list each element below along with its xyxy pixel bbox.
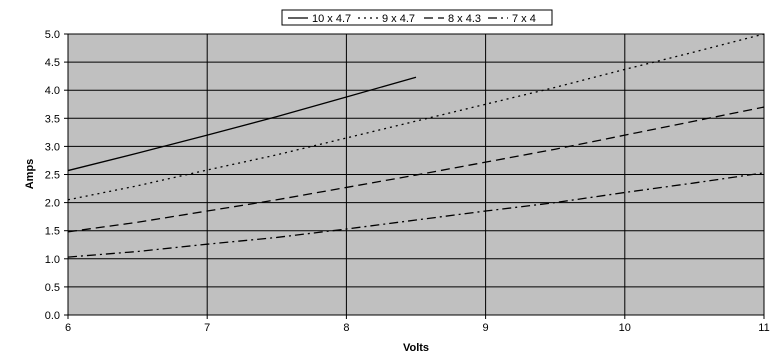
- series-line-8x4_3: [67, 106, 765, 233]
- y-tick-label: 4.5: [45, 57, 60, 69]
- y-tick-label: 1.0: [45, 254, 60, 266]
- legend-box: [281, 9, 553, 26]
- x-tick-label: 6: [65, 322, 71, 334]
- legend-label: 10 x 4.7: [312, 13, 351, 25]
- legend-label: 7 x 4: [512, 13, 536, 25]
- y-tick-label: 0.5: [45, 282, 60, 294]
- y-tick-label: 2.5: [45, 170, 60, 182]
- y-tick-label: 3.5: [45, 113, 60, 125]
- legend-label: 9 x 4.7: [382, 13, 415, 25]
- x-axis: 6 7 8 9 10 11: [65, 315, 770, 334]
- y-tick-label: 2.0: [45, 198, 60, 210]
- x-tick-label: 9: [483, 322, 489, 334]
- legend-label: 8 x 4.3: [448, 13, 481, 25]
- series-line-9x4_7: [67, 33, 765, 201]
- x-tick-label: 11: [758, 322, 769, 334]
- legend: 10 x 4.7 9 x 4.7 8 x 4.3 7 x 4: [281, 9, 553, 26]
- y-tick-label: 0.0: [45, 310, 60, 322]
- x-tick-label: 10: [619, 322, 631, 334]
- series-layer: [67, 33, 765, 258]
- y-tick-label: 5.0: [45, 29, 60, 41]
- series-line-7x4: [67, 172, 765, 258]
- x-tick-label: 7: [204, 322, 210, 334]
- y-axis: 0.0 0.5 1.0 1.5 2.0 2.5 3.0 3.5 4.0 4.5 5.0: [45, 29, 68, 322]
- y-tick-label: 3.0: [45, 141, 60, 153]
- y-axis-title: Amps: [24, 159, 36, 190]
- x-tick-label: 8: [343, 322, 349, 334]
- y-tick-label: 4.0: [45, 85, 60, 97]
- x-axis-title: Volts: [403, 342, 429, 354]
- series-line-10x4_7: [67, 76, 417, 172]
- y-tick-label: 1.5: [45, 226, 60, 238]
